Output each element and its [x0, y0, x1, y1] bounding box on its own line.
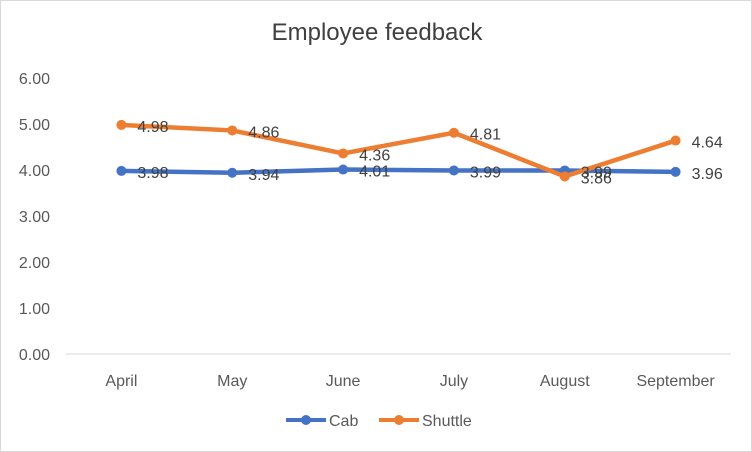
legend-label-cab: Cab	[329, 413, 358, 430]
shuttle-point	[559, 171, 570, 182]
cab-data-label: 3.98	[137, 165, 168, 182]
cab-point	[116, 165, 127, 176]
shuttle-data-label: 4.98	[137, 119, 168, 136]
y-tick-label: 1.00	[19, 301, 50, 318]
shuttle-data-label: 4.86	[248, 124, 279, 141]
y-tick-label: 6.00	[19, 71, 50, 88]
shuttle-point	[448, 127, 459, 138]
shuttle-data-label: 4.64	[692, 135, 723, 152]
shuttle-point	[338, 148, 349, 159]
shuttle-data-label: 3.86	[581, 170, 612, 187]
cab-data-label: 3.94	[248, 167, 279, 184]
x-tick-label: April	[105, 373, 137, 390]
y-tick-label: 4.00	[19, 163, 50, 180]
x-tick-label: June	[326, 373, 361, 390]
shuttle-series-line	[119, 122, 678, 179]
legend-label-shuttle: Shuttle	[422, 413, 472, 430]
cab-point	[227, 167, 238, 178]
cab-point	[670, 166, 681, 177]
cab-point	[448, 165, 459, 176]
y-tick-label: 2.00	[19, 255, 50, 272]
shuttle-data-label: 4.81	[470, 127, 501, 144]
cab-data-label: 4.01	[359, 164, 390, 181]
x-tick-label: August	[540, 373, 590, 390]
shuttle-point	[227, 125, 238, 136]
cab-point	[338, 164, 349, 175]
legend-marker-shuttle	[394, 415, 404, 425]
y-tick-label: 3.00	[19, 209, 50, 226]
chart-title: Employee feedback	[271, 19, 483, 46]
shuttle-data-label: 4.36	[359, 147, 390, 164]
cab-data-label: 3.99	[581, 164, 612, 181]
x-tick-label: May	[217, 373, 247, 390]
y-tick-label: 5.00	[19, 117, 50, 134]
shuttle-point	[116, 119, 127, 130]
y-tick-label: 0.00	[19, 347, 50, 364]
legend-marker-cab	[301, 415, 311, 425]
x-tick-label: July	[440, 373, 468, 390]
shuttle-point	[670, 135, 681, 146]
x-tick-label: September	[636, 373, 715, 390]
cab-data-label: 3.99	[470, 164, 501, 181]
cab-data-label: 3.96	[692, 166, 723, 183]
